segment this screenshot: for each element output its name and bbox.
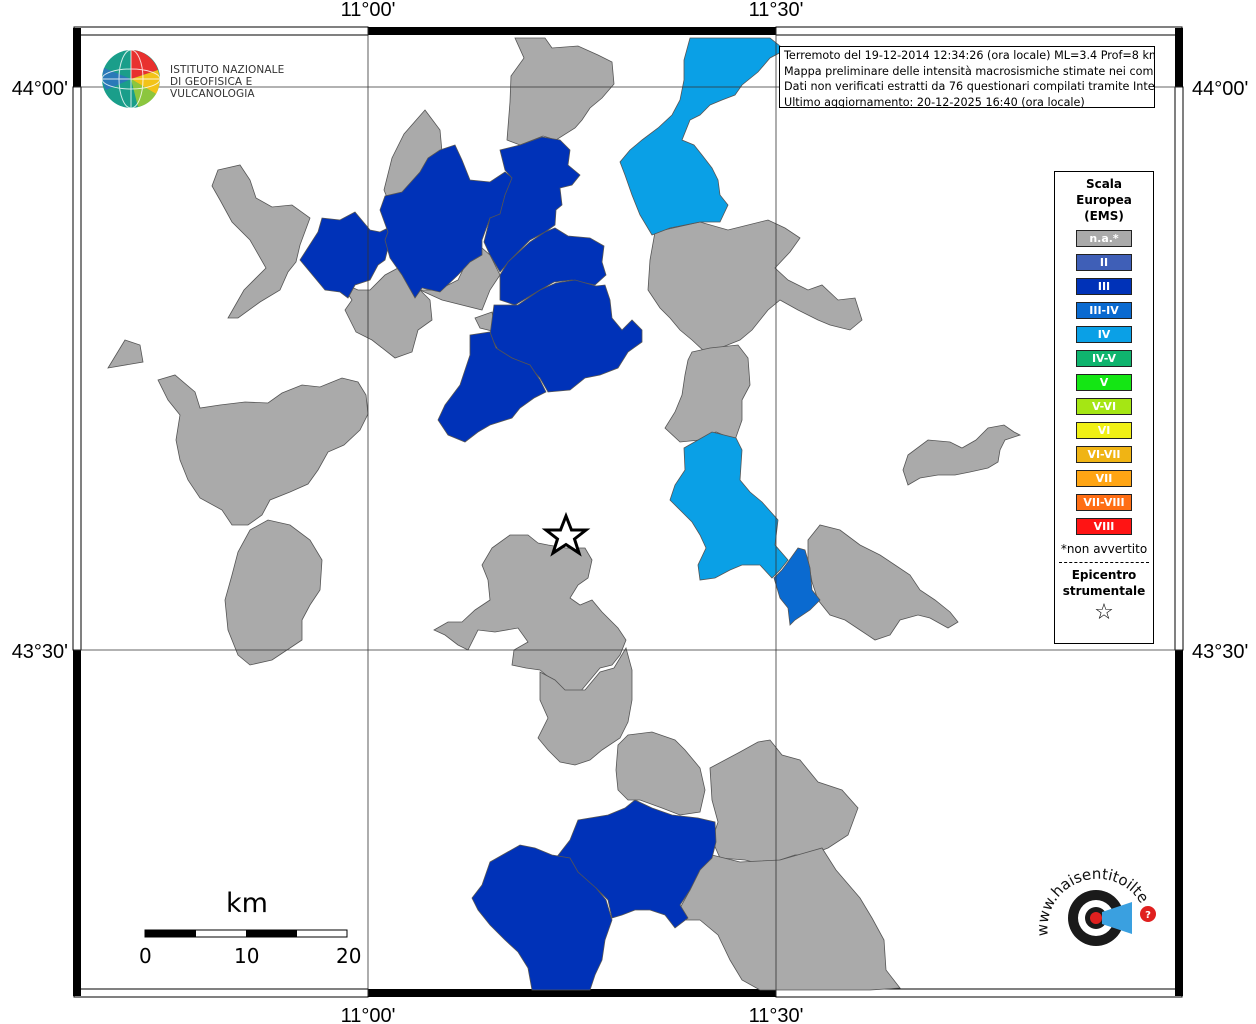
legend-item-ii: II: [1076, 254, 1132, 271]
map-border: [72, 26, 1184, 998]
haisentito-logo-graphic: ? www.haisentitoilterremoto.it: [1023, 852, 1156, 946]
legend-star-icon: ☆: [1094, 600, 1114, 625]
municipality-intensity-III: [499, 227, 607, 306]
municipality-not-felt: [615, 731, 706, 816]
lat-label-left-1: 44°00': [12, 78, 68, 100]
lon-label-bottom-1: 11°00': [341, 1005, 396, 1024]
municipality-intensity-III: [471, 844, 613, 991]
scale-tick-0: 0: [139, 944, 152, 968]
lon-label-top-1: 11°00': [341, 0, 396, 21]
legend-title-line3: (EMS): [1084, 209, 1124, 223]
legend-item-vi: VI: [1076, 422, 1132, 439]
lon-label-bottom-2: 11°30': [749, 1005, 804, 1024]
globe-icon: [101, 49, 161, 109]
legend-epicenter-label: Epicentro strumentale: [1055, 567, 1153, 599]
legend-epicenter-line1: Epicentro: [1071, 568, 1137, 582]
legend-item-v: V: [1076, 374, 1132, 391]
scale-bar: km 0 10 20: [130, 888, 370, 968]
municipality-not-felt: [338, 267, 433, 359]
municipality-not-felt: [537, 646, 633, 766]
legend-title-line1: Scala: [1085, 177, 1123, 191]
lat-label-right-2: 43°30': [1192, 641, 1248, 663]
lat-label-right-1: 44°00': [1192, 78, 1248, 100]
municipality-not-felt: [902, 424, 1022, 486]
legend-item-v-vi: V-VI: [1076, 398, 1132, 415]
municipality-not-felt: [664, 344, 751, 443]
institute-name: ISTITUTO NAZIONALE DI GEOFISICA E VULCAN…: [170, 64, 310, 100]
scale-unit: km: [226, 888, 268, 919]
legend-epicenter-line2: strumentale: [1062, 584, 1146, 598]
municipalities: [107, 37, 1022, 991]
municipality-intensity-IV: [619, 37, 786, 236]
legend-item-iii: III: [1076, 278, 1132, 295]
lat-label-left-2: 43°30': [12, 641, 68, 663]
lon-label-top-2: 11°30': [749, 0, 804, 21]
legend-item-n-a: n.a.*: [1076, 230, 1132, 247]
municipality-not-felt: [506, 37, 615, 146]
municipality-not-felt: [107, 339, 144, 369]
haisentito-logo: ? www.haisentitoilterremoto.it: [1023, 852, 1170, 976]
municipality-intensity-III: [483, 136, 581, 273]
scale-tick-20: 20: [336, 944, 362, 968]
legend-title: Scala Europea (EMS): [1055, 176, 1153, 224]
municipality-not-felt: [211, 164, 311, 319]
legend-item-iv: IV: [1076, 326, 1132, 343]
epicenter-star: [541, 511, 591, 557]
scale-bar-graphic: [144, 929, 348, 938]
intensity-legend: Scala Europea (EMS) n.a.* II III III-IV IV IV…: [1054, 171, 1154, 644]
legend-title-line2: Europea: [1076, 193, 1132, 207]
institute-name-line2: DI GEOFISICA E VULCANOLOGIA: [170, 76, 255, 100]
legend-item-vii: VII: [1076, 470, 1132, 487]
legend-note: *non avvertito: [1060, 542, 1148, 556]
municipality-intensity-III: [437, 331, 547, 443]
municipality-not-felt: [647, 219, 863, 353]
event-info-line1: Terremoto del 19-12-2014 12:34:26 (ora l…: [784, 49, 1155, 62]
event-info-line4: Ultimo aggiornamento: 20-12-2025 16:40 (…: [784, 95, 1085, 108]
event-info-line2: Mappa preliminare delle intensità macros…: [784, 64, 1155, 78]
event-info-line3: Dati non verificati estratti da 76 quest…: [784, 80, 1155, 93]
legend-item-iii-iv: III-IV: [1076, 302, 1132, 319]
scale-tick-10: 10: [234, 944, 260, 968]
municipality-not-felt: [157, 374, 369, 526]
institute-name-line1: ISTITUTO NAZIONALE: [170, 64, 285, 76]
municipality-intensity-III-IV: [773, 547, 821, 626]
legend-item-iv-v: IV-V: [1076, 350, 1132, 367]
municipality-not-felt: [807, 524, 959, 641]
legend-item-vi-vii: VI-VII: [1076, 446, 1132, 463]
legend-item-vii-viii: VII-VIII: [1076, 494, 1132, 511]
ingv-logo: ISTITUTO NAZIONALE DI GEOFISICA E VULCAN…: [100, 48, 310, 110]
legend-items: n.a.* II III III-IV IV IV-V V V-VI VI VI-VII VII VI…: [1055, 230, 1153, 535]
legend-divider: [1059, 562, 1149, 563]
municipality-not-felt: [224, 519, 323, 666]
graticule: [74, 28, 1182, 996]
municipality-intensity-IV: [669, 431, 789, 581]
legend-item-viii: VIII: [1076, 518, 1132, 535]
event-info-box: Terremoto del 19-12-2014 12:34:26 (ora l…: [779, 46, 1155, 108]
svg-text:?: ?: [1145, 910, 1151, 921]
